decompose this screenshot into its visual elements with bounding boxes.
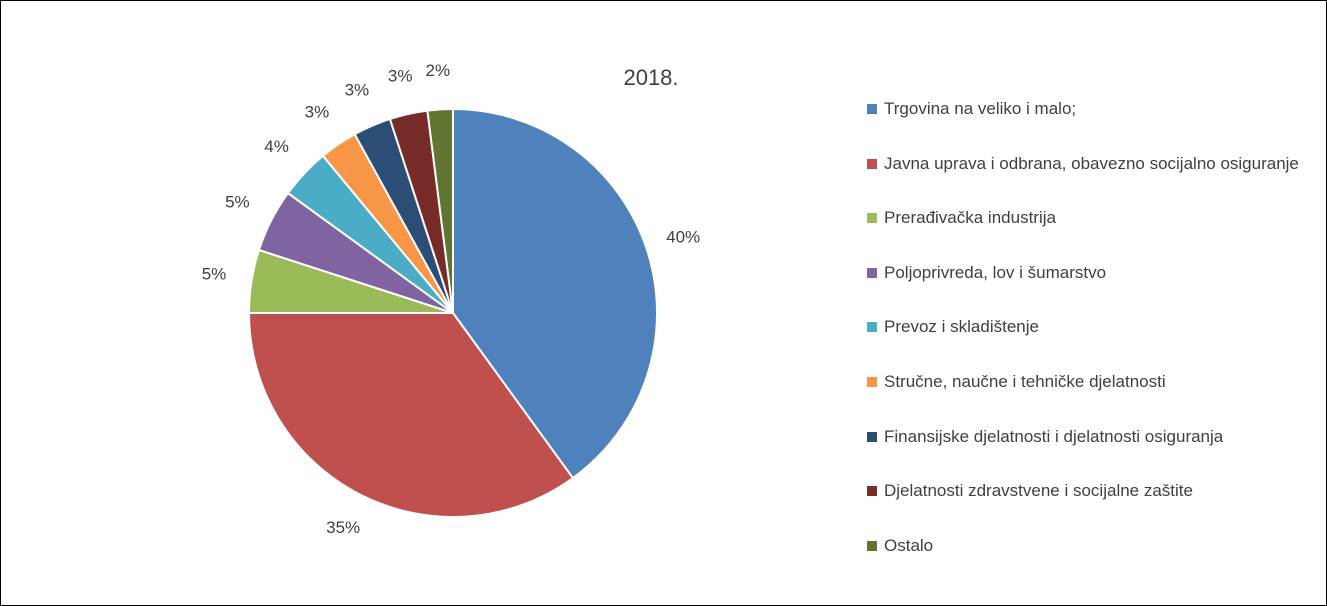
legend-item: Poljoprivreda, lov i šumarstvo bbox=[867, 259, 1312, 287]
legend-label: Ostalo bbox=[884, 535, 934, 555]
legend-item: Stručne, naučne i tehničke djelatnosti bbox=[867, 368, 1312, 396]
legend-label: Prevoz i skladištenje bbox=[884, 317, 1039, 337]
legend-label: Prerađivačka industrija bbox=[884, 208, 1056, 228]
legend-item: Trgovina na veliko i malo; bbox=[867, 95, 1312, 123]
pie-slice bbox=[426, 107, 454, 314]
legend-swatch bbox=[867, 540, 877, 551]
data-label: 4% bbox=[264, 137, 289, 156]
data-label: 5% bbox=[202, 265, 227, 284]
legend-item: Finansijske djelatnosti i djelatnosti os… bbox=[867, 423, 1312, 451]
chart-title: 2018. bbox=[623, 65, 678, 90]
legend-item: Prevoz i skladištenje bbox=[867, 313, 1312, 341]
legend-swatch bbox=[867, 213, 877, 224]
legend-swatch bbox=[867, 104, 877, 114]
legend-swatch bbox=[867, 322, 877, 333]
pie-slice bbox=[452, 107, 658, 480]
legend-label: Stručne, naučne i tehničke djelatnosti bbox=[884, 372, 1166, 391]
data-label: 2% bbox=[426, 61, 451, 80]
legend-swatch bbox=[867, 486, 877, 497]
legend-item: Ostalo bbox=[867, 532, 1312, 560]
legend-swatch bbox=[867, 431, 877, 442]
pie-slice bbox=[247, 312, 575, 518]
data-label: 3% bbox=[345, 80, 370, 99]
legend-swatch bbox=[867, 377, 877, 387]
legend-label: Trgovina na veliko i malo; bbox=[884, 99, 1077, 118]
legend-item: Prerađivačka industrija bbox=[867, 204, 1312, 232]
data-label: 40% bbox=[666, 228, 700, 247]
data-label: 3% bbox=[388, 66, 413, 85]
legend-label: Finansijske djelatnosti i djelatnosti os… bbox=[884, 426, 1224, 446]
legend-item: Javna uprava i odbrana, obavezno socijal… bbox=[867, 150, 1312, 178]
legend-swatch bbox=[867, 267, 877, 278]
data-label: 3% bbox=[305, 102, 330, 121]
data-label: 35% bbox=[326, 518, 360, 537]
legend-label: Djelatnosti zdravstvene i socijalne zašt… bbox=[884, 481, 1193, 501]
legend-swatch bbox=[867, 158, 877, 169]
legend-label: Javna uprava i odbrana, obavezno socijal… bbox=[884, 153, 1299, 173]
data-label: 5% bbox=[225, 193, 250, 212]
legend-label: Poljoprivreda, lov i šumarstvo bbox=[884, 262, 1107, 282]
legend-item: Djelatnosti zdravstvene i socijalne zašt… bbox=[867, 477, 1312, 505]
